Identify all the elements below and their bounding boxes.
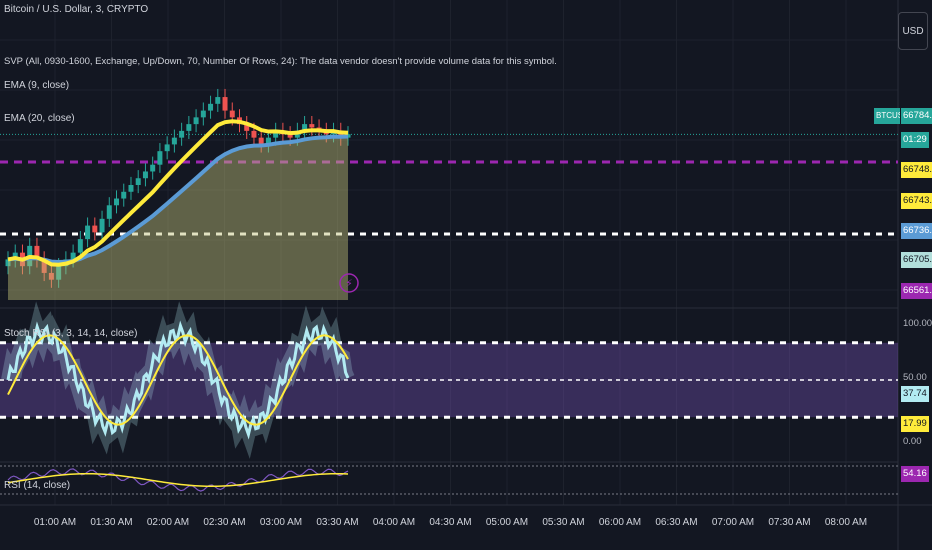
stoch-axis-50: 50.00 xyxy=(903,372,927,383)
candle-body xyxy=(309,124,315,128)
time-label: 04:30 AM xyxy=(429,517,472,528)
ema20-price-tag: 66736.12 xyxy=(901,223,932,239)
candle-body xyxy=(244,124,250,131)
candle-body xyxy=(215,97,221,104)
candle-body xyxy=(77,239,83,253)
candle-body xyxy=(41,259,47,273)
time-label: 06:00 AM xyxy=(598,517,642,528)
symbol-title[interactable]: Bitcoin / U.S. Dollar, 3, CRYPTO xyxy=(4,4,149,15)
time-label: 05:00 AM xyxy=(485,517,529,528)
level-price-tag: 66743.75 xyxy=(901,193,932,209)
rsi-legend[interactable]: RSI (14, close) xyxy=(4,480,71,491)
candle-body xyxy=(5,259,11,267)
ema9-price-tag: 66748.79 xyxy=(901,162,932,178)
symbol-tag: BTCUSD xyxy=(874,108,900,124)
currency-button[interactable]: USD xyxy=(898,12,928,50)
candle-body xyxy=(157,151,163,165)
countdown-tag: 01:29 xyxy=(901,132,929,148)
candle-body xyxy=(258,137,264,145)
ema9-line xyxy=(7,119,349,267)
candle-body xyxy=(186,124,192,131)
ema9-legend[interactable]: EMA (9, close) xyxy=(4,80,70,91)
candle-body xyxy=(142,171,148,179)
stoch-k-line xyxy=(6,320,350,440)
time-label: 07:30 AM xyxy=(768,517,811,528)
event-marker xyxy=(339,273,359,293)
candle-body xyxy=(345,134,351,138)
candle-body xyxy=(70,252,76,260)
candle-body xyxy=(92,225,98,233)
time-label: 03:30 AM xyxy=(316,517,359,528)
candle-body xyxy=(114,198,120,206)
candle-body xyxy=(56,266,62,280)
ema-area-fill xyxy=(8,136,348,300)
time-label: 07:00 AM xyxy=(711,517,755,528)
candle-body xyxy=(179,130,185,138)
candle-body xyxy=(85,225,91,240)
time-label: 01:00 AM xyxy=(33,517,77,528)
stoch-rsi-legend[interactable]: Stoch RSI (3, 3, 14, 14, close) xyxy=(4,328,138,339)
candle-body xyxy=(287,134,293,138)
stoch-d-tag: 17.99 xyxy=(901,416,929,432)
candle-body xyxy=(302,124,308,131)
time-label: 01:30 AM xyxy=(90,517,133,528)
svp-price-tag: 66705.44 xyxy=(901,252,932,268)
time-label: 02:00 AM xyxy=(146,517,190,528)
candle-body xyxy=(208,103,214,111)
time-label: 02:30 AM xyxy=(203,517,246,528)
candle-body xyxy=(48,272,54,280)
rsi-line xyxy=(7,468,349,492)
candle-body xyxy=(273,130,279,138)
time-label: 05:30 AM xyxy=(542,517,585,528)
candle-body xyxy=(251,130,257,138)
candle-body xyxy=(150,164,156,172)
candle-body xyxy=(121,191,127,199)
candle-body xyxy=(128,185,134,192)
candle-body xyxy=(164,144,170,152)
lower-price-tag: 66561.81 xyxy=(901,283,932,299)
last-price-tag: 66784.82 xyxy=(901,108,932,124)
svp-legend[interactable]: SVP (All, 0930-1600, Exchange, Up/Down, … xyxy=(4,56,557,67)
time-label: 08:00 AM xyxy=(824,517,868,528)
candle-body xyxy=(265,137,271,145)
stoch-axis-0: 0.00 xyxy=(903,436,922,447)
candle-body xyxy=(222,97,228,111)
candle-body xyxy=(106,205,112,219)
time-label: 03:00 AM xyxy=(259,517,303,528)
candle-body xyxy=(99,218,105,233)
lightning-icon: ⚡ xyxy=(345,277,353,290)
ema20-legend[interactable]: EMA (20, close) xyxy=(4,113,75,124)
stoch-axis-100: 100.00 xyxy=(903,318,932,329)
stoch-k-tag: 37.74 xyxy=(901,386,929,402)
rsi-ma-line xyxy=(7,472,349,488)
stoch-d-line xyxy=(7,334,349,426)
candle-body xyxy=(135,178,141,185)
candle-body xyxy=(229,110,235,118)
candle-body xyxy=(34,245,40,260)
rsi-value-tag: 54.16 xyxy=(901,466,929,482)
candle-body xyxy=(171,137,177,145)
time-label: 06:30 AM xyxy=(655,517,698,528)
candle-body xyxy=(193,117,199,125)
candle-body xyxy=(200,110,206,118)
time-label: 04:00 AM xyxy=(372,517,416,528)
